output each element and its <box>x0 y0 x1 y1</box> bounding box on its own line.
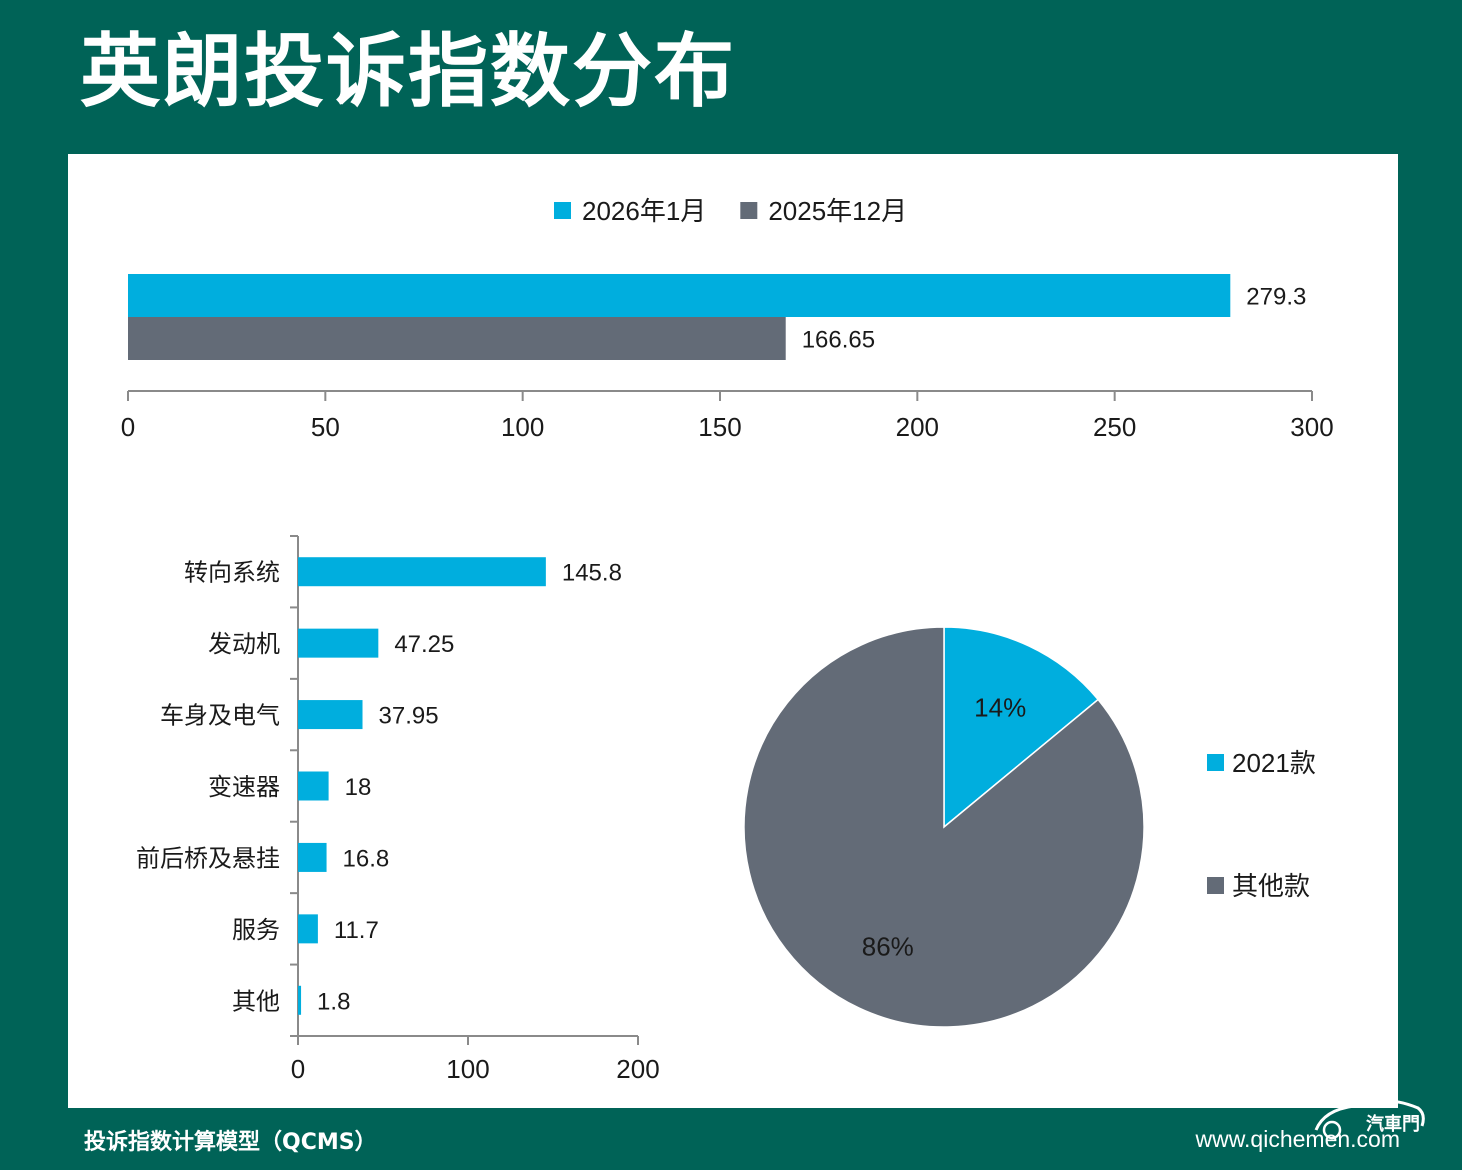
category-value-label-5: 11.7 <box>334 917 379 944</box>
category-bar-0 <box>298 557 546 587</box>
car-logo-icon <box>1314 1098 1425 1140</box>
legend-label-1: 2025年12月 <box>768 196 907 226</box>
category-value-label-0: 145.8 <box>562 560 622 587</box>
x-tick-label-1-3: 150 <box>698 412 741 442</box>
category-name-label-6: 其他 <box>232 988 280 1015</box>
x-tick-label-1-1: 50 <box>311 412 340 442</box>
pie-slice-label-0: 14% <box>974 693 1026 723</box>
legend-swatch-0 <box>554 202 571 219</box>
x-tick-label-1-6: 300 <box>1290 412 1333 442</box>
charts-canvas: 2026年1月 2025年12月 279.3 166.65 0 50 100 150 200 25… <box>121 196 1334 1084</box>
pie-slice-0 <box>943 626 1100 829</box>
category-bar-6 <box>298 985 302 1015</box>
x-tick-label-1-0: 0 <box>121 412 135 442</box>
category-value-label-2: 37.95 <box>379 703 439 730</box>
pie-legend-label-0: 2021款 <box>1232 748 1316 778</box>
category-name-label-3: 变速器 <box>208 774 280 801</box>
x-tick-label-1-4: 200 <box>896 412 939 442</box>
category-bar-3 <box>298 771 329 801</box>
pie-slice-label-1: 86% <box>862 931 914 961</box>
bar-total-1 <box>128 317 786 360</box>
category-name-label-2: 车身及电气 <box>160 703 280 730</box>
category-bar-4 <box>298 842 327 872</box>
x-tick-label-2-2: 200 <box>616 1054 659 1084</box>
pie-legend-label-1: 其他款 <box>1232 871 1310 901</box>
x-tick-label-2-1: 100 <box>446 1054 489 1084</box>
category-name-label-4: 前后桥及悬挂 <box>136 845 280 872</box>
x-tick-label-1-5: 250 <box>1093 412 1136 442</box>
chart-panel: 2026年1月 2025年12月 279.3 166.65 0 50 100 150 200 25… <box>68 154 1398 1108</box>
category-bar-5 <box>298 914 318 944</box>
category-value-label-3: 18 <box>345 774 372 801</box>
category-bar-1 <box>298 628 379 658</box>
x-tick-label-1-2: 100 <box>501 412 544 442</box>
logo-wordmark: 汽車門 <box>1366 1114 1420 1135</box>
pie-legend-swatch-0 <box>1207 754 1224 771</box>
bar-total-label-1: 166.65 <box>802 327 875 354</box>
category-name-label-1: 发动机 <box>208 631 280 658</box>
category-value-label-1: 47.25 <box>394 631 454 658</box>
category-value-label-4: 16.8 <box>343 845 390 872</box>
bar-total-0 <box>128 274 1231 317</box>
category-bar-2 <box>298 700 363 730</box>
pie-legend-swatch-1 <box>1207 877 1224 894</box>
legend-label-0: 2026年1月 <box>582 196 706 226</box>
category-name-label-5: 服务 <box>232 917 280 944</box>
legend-swatch-1 <box>740 202 758 219</box>
pie-slice-1 <box>743 626 1145 1028</box>
x-tick-label-2-0: 0 <box>291 1054 305 1084</box>
category-name-label-0: 转向系统 <box>184 560 280 587</box>
footer-website[interactable]: www.qichemen.com <box>1195 1126 1400 1152</box>
bar-total-label-0: 279.3 <box>1246 284 1306 311</box>
footer-model-label: 投诉指数计算模型（QCMS） <box>84 1130 377 1155</box>
page-title: 英朗投诉指数分布 <box>80 25 736 118</box>
category-value-label-6: 1.8 <box>317 988 350 1015</box>
